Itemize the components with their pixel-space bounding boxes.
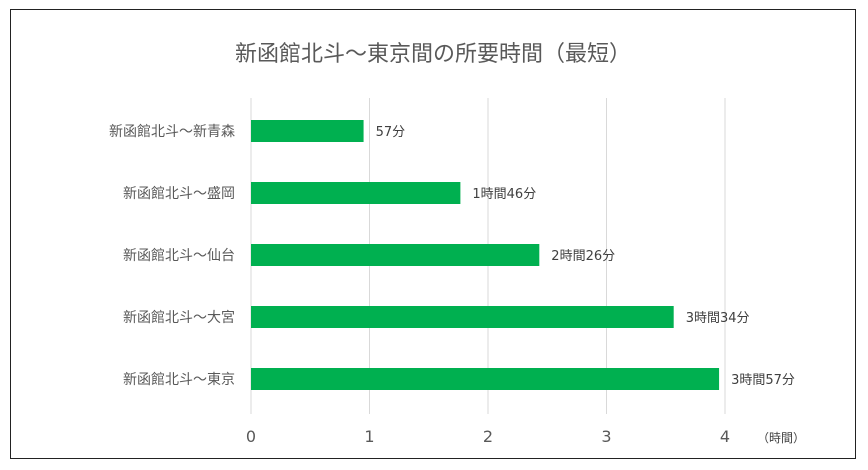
chart-frame: 新函館北斗〜東京間の所要時間（最短） 0 1 2 3 4 （時間） 新函館北斗〜新青森 57分… <box>10 9 856 459</box>
bar <box>251 244 540 266</box>
x-tick-label: 3 <box>601 427 611 446</box>
data-label: 2時間26分 <box>551 249 615 264</box>
bars <box>251 120 720 390</box>
category-label: 新函館北斗〜東京 <box>123 371 235 388</box>
category-label: 新函館北斗〜仙台 <box>123 247 235 264</box>
bar <box>251 120 364 142</box>
chart-title: 新函館北斗〜東京間の所要時間（最短） <box>234 42 631 67</box>
x-unit-label: （時間） <box>757 431 805 445</box>
data-label: 3時間34分 <box>686 311 750 326</box>
x-tick-label: 0 <box>246 427 256 446</box>
bar <box>251 306 674 328</box>
x-tick-label: 2 <box>483 427 493 446</box>
data-label: 1時間46分 <box>472 187 536 202</box>
data-label: 3時間57分 <box>731 373 795 388</box>
category-label: 新函館北斗〜大宮 <box>123 309 235 326</box>
x-tick-label: 1 <box>364 427 374 446</box>
data-label: 57分 <box>376 125 406 140</box>
x-tick-label: 4 <box>720 427 730 446</box>
category-label: 新函館北斗〜新青森 <box>109 123 235 140</box>
bar <box>251 182 461 204</box>
bar <box>251 368 720 390</box>
category-label: 新函館北斗〜盛岡 <box>123 185 235 202</box>
